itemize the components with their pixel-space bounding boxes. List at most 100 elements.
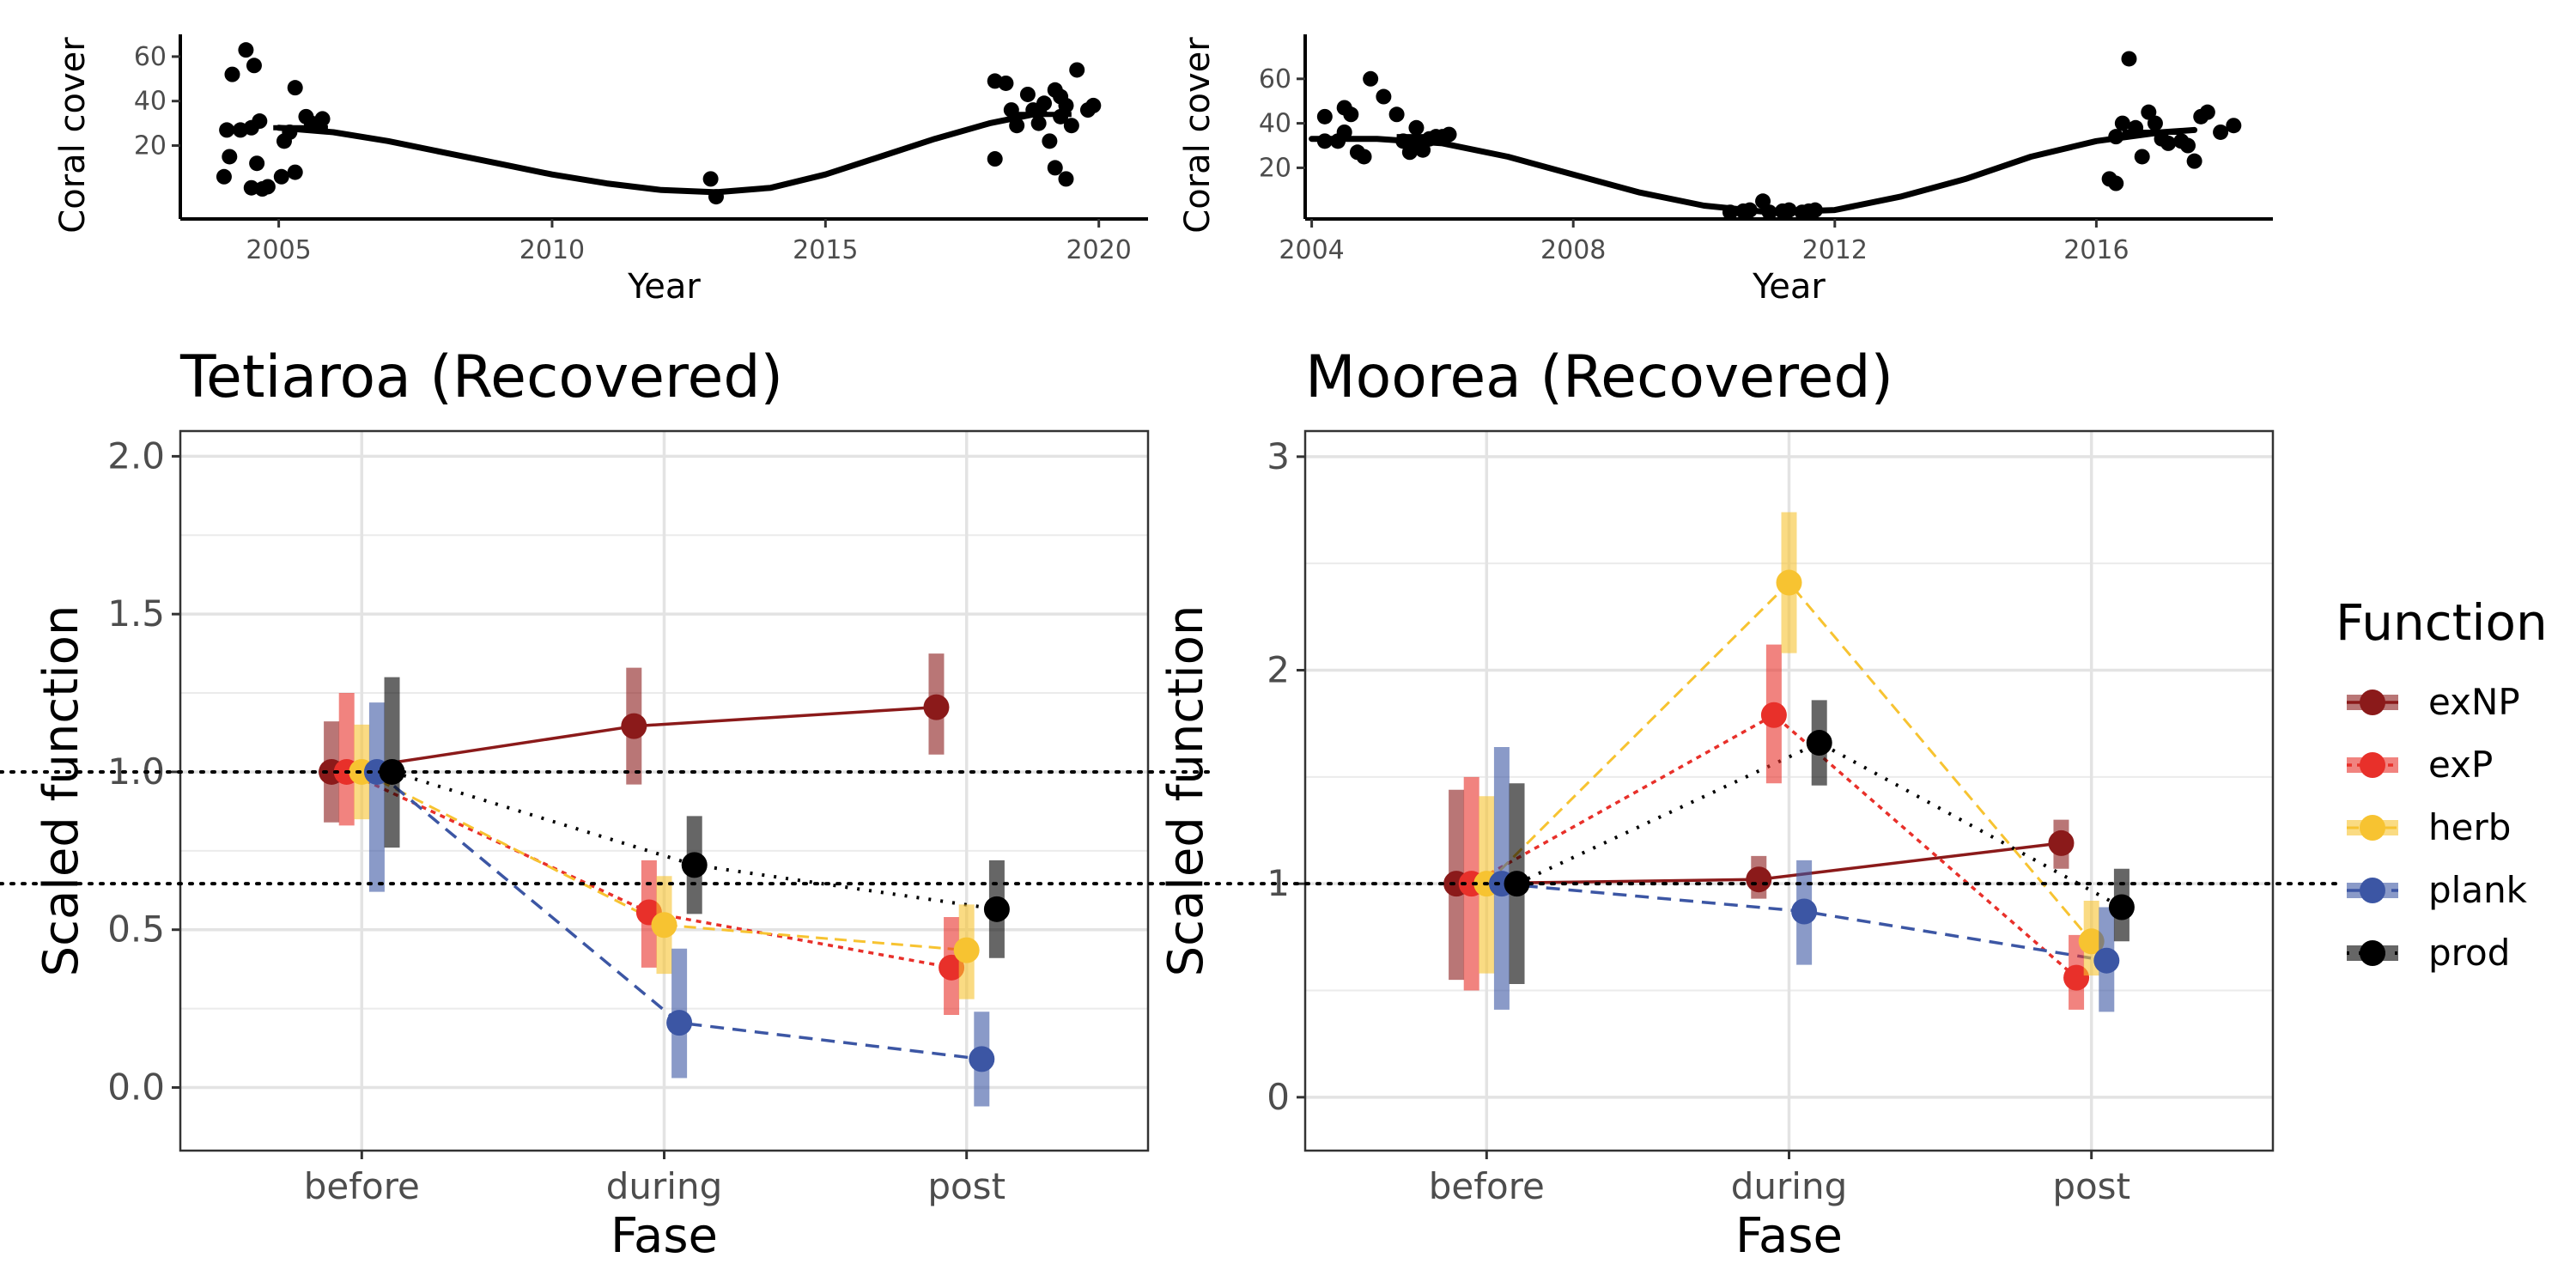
data-point xyxy=(1722,204,1738,221)
data-point xyxy=(1760,702,1787,728)
data-point xyxy=(987,151,1003,167)
data-point xyxy=(222,149,238,165)
y-tick-label: 2.0 xyxy=(107,434,165,477)
legend-item-exNP: exNP xyxy=(2347,681,2520,723)
data-point xyxy=(1042,133,1058,149)
data-point xyxy=(1356,149,1372,165)
x-tick-label: post xyxy=(927,1165,1005,1207)
data-point xyxy=(1316,108,1333,125)
y-tick-label: 0 xyxy=(1267,1076,1290,1118)
data-point xyxy=(1755,193,1771,210)
data-point xyxy=(287,80,303,96)
data-point xyxy=(1343,106,1359,123)
data-point xyxy=(1063,118,1079,134)
data-point xyxy=(1047,160,1063,176)
data-point xyxy=(238,42,254,58)
y-tick-label: 40 xyxy=(1259,109,1291,139)
data-point xyxy=(998,75,1014,91)
data-point xyxy=(1746,866,1772,893)
y-axis-title: Coral cover xyxy=(53,37,93,234)
x-tick-label: 2016 xyxy=(2063,235,2129,265)
legend-label: plank xyxy=(2428,869,2528,911)
data-point xyxy=(2063,964,2090,991)
y-tick-label: 1.5 xyxy=(107,592,165,635)
data-point xyxy=(2108,129,2124,145)
series-exP-marks xyxy=(1458,644,2090,1010)
data-point xyxy=(923,694,950,720)
legend-label: exP xyxy=(2428,744,2493,786)
legend-key-point xyxy=(2360,752,2385,778)
data-point xyxy=(2121,51,2137,67)
data-point xyxy=(2160,135,2177,151)
data-point xyxy=(1316,133,1333,149)
trend-curve xyxy=(276,109,1048,196)
data-point xyxy=(1363,70,1379,87)
legend-key-point xyxy=(2360,690,2385,715)
y-tick-label: 20 xyxy=(134,131,167,161)
series-exNP-marks xyxy=(319,653,950,823)
data-point xyxy=(939,954,965,981)
data-point xyxy=(2093,947,2120,974)
tetiaroa-cover-panel: 20 40 60 2005 2010 2015 2020 Year Coral cover xyxy=(53,34,1148,307)
x-tick-label: before xyxy=(304,1165,420,1207)
data-point xyxy=(1761,204,1777,221)
series-exP xyxy=(1470,713,2078,979)
x-tick-label: 2005 xyxy=(246,235,311,265)
data-point xyxy=(2226,118,2242,134)
data-point xyxy=(983,896,1010,922)
data-point xyxy=(252,113,268,130)
legend: Function exNP exP herb plank prod xyxy=(2336,593,2548,974)
y-tick-label: 2 xyxy=(1267,649,1290,691)
x-tick-label: during xyxy=(1731,1165,1848,1207)
data-point xyxy=(1741,202,1758,218)
data-point xyxy=(2108,894,2135,920)
series-exNP-marks xyxy=(1443,789,2075,981)
series-prod-marks xyxy=(379,677,1010,958)
x-tick-label: 2012 xyxy=(1802,235,1868,265)
data-point xyxy=(681,852,708,878)
legend-key-point xyxy=(2360,940,2385,966)
y-axis-title: Coral cover xyxy=(1178,37,1218,234)
legend-title: Function xyxy=(2336,593,2548,652)
legend-label: exNP xyxy=(2428,681,2520,723)
data-point xyxy=(2078,928,2105,955)
x-tick-label: 2008 xyxy=(1540,235,1606,265)
data-point xyxy=(216,168,232,185)
data-point xyxy=(2048,829,2075,856)
data-point xyxy=(1776,569,1802,596)
data-point xyxy=(273,168,289,185)
data-point xyxy=(219,122,235,138)
data-point xyxy=(2108,175,2124,191)
data-point xyxy=(708,189,724,205)
y-tick-label: 60 xyxy=(134,42,167,72)
data-point xyxy=(2128,119,2144,136)
y-tick-label: 20 xyxy=(1259,153,1291,183)
data-point xyxy=(1388,106,1405,123)
legend-item-prod: prod xyxy=(2347,932,2510,974)
y-axis-title: Scaled function xyxy=(33,605,89,977)
data-point xyxy=(2147,115,2163,131)
data-point xyxy=(1791,898,1818,925)
data-point xyxy=(314,111,331,127)
legend-key-point xyxy=(2360,878,2385,903)
data-point xyxy=(1336,124,1352,140)
data-point xyxy=(1085,97,1102,113)
legend-label: prod xyxy=(2428,932,2510,974)
data-point xyxy=(969,1046,995,1072)
data-point xyxy=(1395,133,1412,149)
legend-item-exP: exP xyxy=(2347,744,2493,786)
data-point xyxy=(1003,102,1019,118)
data-point xyxy=(953,937,980,963)
y-tick-label: 60 xyxy=(1259,64,1291,94)
y-tick-label: 40 xyxy=(134,87,167,117)
panel-title: Tetiaroa (Recovered) xyxy=(179,343,783,411)
data-point xyxy=(2114,115,2130,131)
legend-label: herb xyxy=(2428,806,2511,848)
series-line xyxy=(1470,713,2078,979)
legend-item-herb: herb xyxy=(2347,806,2511,848)
x-axis-title: Year xyxy=(627,267,701,307)
plot-border xyxy=(179,429,1150,1152)
legend-item-plank: plank xyxy=(2347,869,2528,911)
data-point xyxy=(259,179,276,195)
